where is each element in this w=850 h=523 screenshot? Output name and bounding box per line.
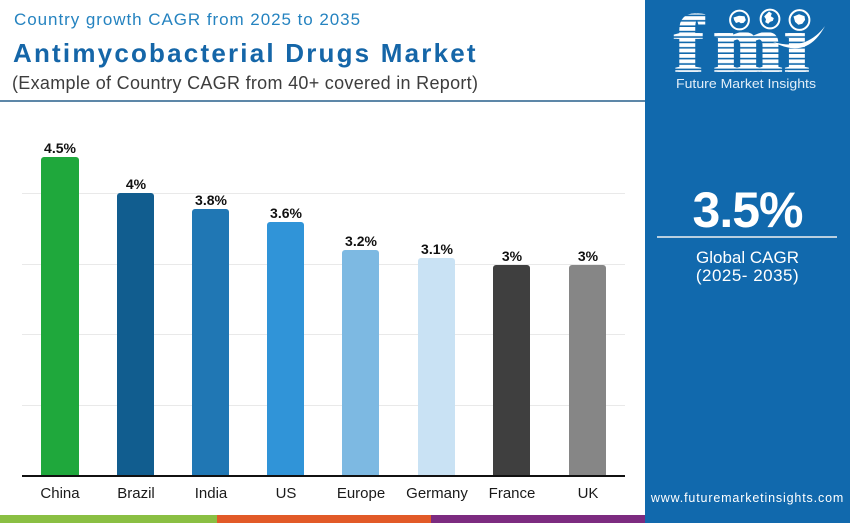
svg-text:fmı: fmı [677, 1, 809, 89]
svg-text:Future Market Insights: Future Market Insights [676, 76, 817, 91]
